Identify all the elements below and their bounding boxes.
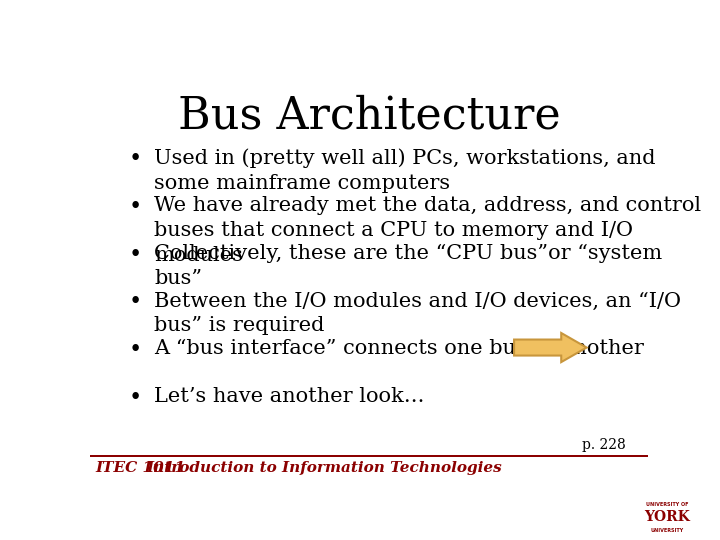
Text: Used in (pretty well all) PCs, workstations, and
some mainframe computers: Used in (pretty well all) PCs, workstati… [154, 148, 656, 193]
Text: ITEC 1011: ITEC 1011 [96, 461, 186, 475]
Bar [90, 455, 648, 457]
Text: Between the I/O modules and I/O devices, an “I/O
bus” is required: Between the I/O modules and I/O devices,… [154, 292, 681, 335]
Text: •: • [129, 244, 143, 266]
Text: •: • [129, 148, 143, 170]
Text: •: • [129, 196, 143, 218]
Text: UNIVERSITY OF: UNIVERSITY OF [646, 502, 688, 507]
Text: •: • [129, 292, 143, 313]
Text: YORK: YORK [644, 510, 690, 524]
Text: A “bus interface” connects one bus to another: A “bus interface” connects one bus to an… [154, 339, 644, 358]
Text: p. 228: p. 228 [582, 438, 626, 453]
Text: UNIVERSITY: UNIVERSITY [650, 528, 684, 532]
Polygon shape [514, 333, 587, 362]
Text: •: • [129, 387, 143, 409]
Text: Collectively, these are the “CPU bus”or “system
bus”: Collectively, these are the “CPU bus”or … [154, 244, 662, 288]
Text: We have already met the data, address, and control
buses that connect a CPU to m: We have already met the data, address, a… [154, 196, 701, 265]
Text: Introduction to Information Technologies: Introduction to Information Technologies [146, 461, 503, 475]
Text: Let’s have another look…: Let’s have another look… [154, 387, 425, 406]
Text: •: • [129, 339, 143, 361]
Text: Bus Architecture: Bus Architecture [178, 94, 560, 137]
